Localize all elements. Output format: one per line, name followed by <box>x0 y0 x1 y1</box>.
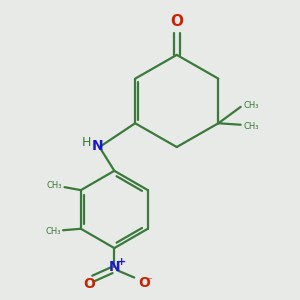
Text: CH₃: CH₃ <box>46 181 62 190</box>
Text: CH₃: CH₃ <box>243 101 259 110</box>
Text: CH₃: CH₃ <box>45 227 61 236</box>
Text: O: O <box>83 277 95 291</box>
Text: H: H <box>82 136 91 149</box>
Text: O: O <box>138 276 150 290</box>
Text: N: N <box>109 260 121 274</box>
Text: O: O <box>170 14 183 29</box>
Text: ⁻: ⁻ <box>146 277 152 287</box>
Text: CH₃: CH₃ <box>243 122 259 131</box>
Text: +: + <box>117 257 126 267</box>
Text: N: N <box>92 139 104 152</box>
